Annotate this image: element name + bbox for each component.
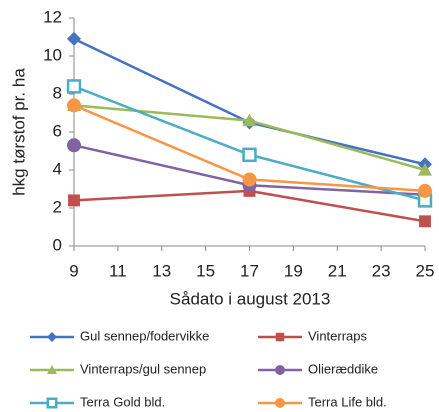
legend-label: Terra Life bld. (308, 394, 387, 409)
marker (47, 332, 57, 342)
marker (275, 365, 285, 375)
legend-label: Vinterraps (308, 328, 368, 343)
marker (242, 147, 257, 163)
marker (418, 163, 432, 176)
y-tick-label: 0 (53, 235, 62, 254)
marker (67, 138, 81, 153)
marker (242, 172, 257, 187)
y-tick-label: 2 (53, 197, 62, 216)
marker (47, 365, 57, 374)
marker (67, 31, 81, 46)
y-tick-label: 10 (43, 45, 62, 64)
marker (275, 332, 285, 342)
marker (275, 398, 285, 408)
x-tick-label: 9 (69, 261, 78, 280)
marker (67, 98, 81, 113)
marker (46, 397, 58, 409)
marker (418, 183, 432, 198)
x-tick-label: 13 (152, 261, 171, 280)
series-line (73, 37, 426, 166)
y-tick-label: 4 (53, 159, 62, 178)
x-tick-label: 15 (196, 261, 215, 280)
x-tick-label: 23 (372, 261, 391, 280)
x-tick-label: 17 (240, 261, 259, 280)
y-tick-label: 6 (53, 121, 62, 140)
marker (242, 113, 257, 127)
legend-label: Vinterraps/gul sennep (80, 361, 206, 376)
marker (419, 215, 431, 228)
y-tick-label: 8 (53, 83, 62, 102)
y-axis-title: hkg tørstof pr. ha (9, 68, 28, 196)
legend-label: Terra Gold bld. (80, 394, 165, 409)
x-tick-label: 25 (416, 261, 435, 280)
x-tick-label: 11 (109, 261, 127, 280)
legend-label: Olieræddike (308, 361, 378, 376)
marker (66, 79, 82, 94)
marker (68, 194, 80, 207)
x-tick-label: 19 (284, 261, 303, 280)
y-tick-label: 12 (43, 7, 62, 26)
x-tick-label: 21 (328, 261, 347, 280)
legend-label: Gul sennep/fodervikke (80, 328, 209, 343)
x-axis-title: Sådato i august 2013 (170, 289, 331, 308)
